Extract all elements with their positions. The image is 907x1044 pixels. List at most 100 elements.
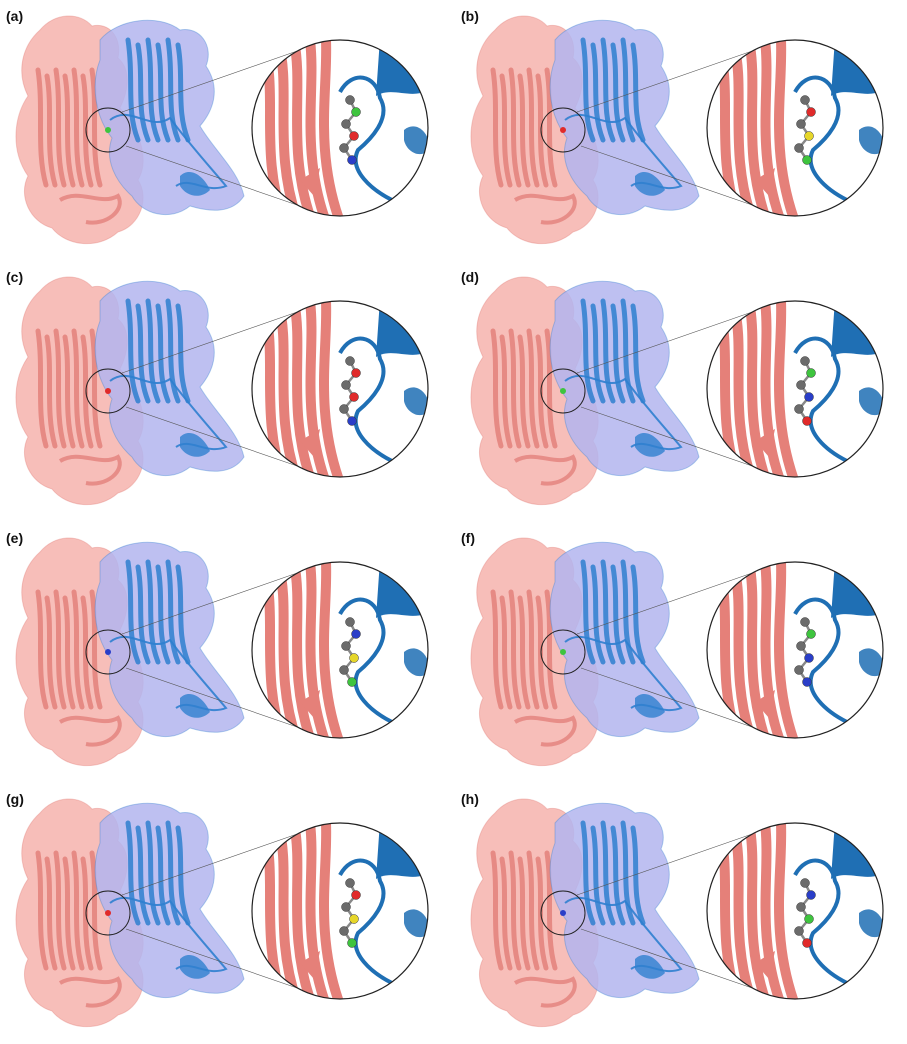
- ligand-atom: [351, 629, 361, 639]
- ligand-atom: [339, 665, 349, 675]
- selection-circle: [540, 368, 586, 414]
- zoom-connector-line: [576, 832, 756, 896]
- chain-b-surface: [549, 802, 700, 999]
- ligand-atom: [347, 416, 357, 426]
- zoom-connector-line: [125, 145, 301, 207]
- ligand-atom: [794, 665, 804, 675]
- ligand-atom: [345, 356, 355, 366]
- ligand-atom: [341, 380, 351, 390]
- protein-complex-panel: [15, 15, 429, 245]
- protein-complex-panel: [470, 798, 884, 1028]
- selection-circle: [540, 629, 586, 675]
- zoom-inset: [252, 562, 428, 738]
- panel-label: (d): [461, 269, 479, 285]
- ligand-atom: [796, 119, 806, 129]
- ligand-atom: [349, 914, 359, 924]
- ligand-atom: [341, 641, 351, 651]
- ligand-atom: [804, 131, 814, 141]
- protein-complex-panel: [470, 537, 884, 767]
- panel-label: (g): [6, 791, 24, 807]
- zoom-inset: [707, 562, 883, 738]
- ligand-atom: [794, 143, 804, 153]
- ligand-atom: [339, 404, 349, 414]
- chain-b-surface: [94, 19, 245, 216]
- ligand-atom: [804, 653, 814, 663]
- selection-circle: [85, 368, 131, 414]
- ligand-atom: [345, 878, 355, 888]
- ligand-atom: [339, 143, 349, 153]
- selection-circle: [85, 629, 131, 675]
- ligand-atom: [796, 902, 806, 912]
- ligand-atom: [800, 617, 810, 627]
- selection-circle: [540, 890, 586, 936]
- ligand-marker: [560, 127, 566, 133]
- ligand-atom: [800, 95, 810, 105]
- zoom-circle-outline: [706, 822, 884, 1000]
- zoom-connector-line: [576, 49, 756, 113]
- ligand-marker: [105, 649, 111, 655]
- ligand-atom: [802, 938, 812, 948]
- zoom-circle-outline: [706, 561, 884, 739]
- ligand-atom: [804, 392, 814, 402]
- chain-b-surface: [94, 280, 245, 477]
- chain-b-surface: [549, 541, 700, 738]
- ligand-atom: [800, 878, 810, 888]
- zoom-circle-outline: [706, 39, 884, 217]
- panel-label: (b): [461, 8, 479, 24]
- ligand-atom: [351, 890, 361, 900]
- protein-complex-panel: [15, 276, 429, 506]
- zoom-connector-line: [580, 145, 756, 207]
- ligand-atom: [800, 356, 810, 366]
- panel-label: (f): [461, 530, 475, 546]
- zoom-circle-outline: [251, 822, 429, 1000]
- ligand-atom: [341, 119, 351, 129]
- zoom-inset: [707, 40, 883, 216]
- ligand-atom: [804, 914, 814, 924]
- zoom-connector-line: [580, 406, 756, 468]
- chain-b-surface: [549, 280, 700, 477]
- ligand-atom: [802, 416, 812, 426]
- ligand-marker: [105, 388, 111, 394]
- selection-circle: [540, 107, 586, 153]
- zoom-inset: [252, 301, 428, 477]
- zoom-connector-line: [121, 571, 301, 635]
- zoom-connector-line: [576, 310, 756, 374]
- zoom-connector-line: [125, 667, 301, 729]
- chain-b-surface: [94, 541, 245, 738]
- chain-b-surface: [549, 19, 700, 216]
- ligand-atom: [796, 641, 806, 651]
- zoom-inset: [252, 40, 428, 216]
- ligand-atom: [345, 95, 355, 105]
- zoom-inset: [252, 823, 428, 999]
- panel-label: (a): [6, 8, 24, 24]
- ligand-atom: [345, 617, 355, 627]
- ligand-atom: [347, 155, 357, 165]
- protein-complex-panel: [470, 15, 884, 245]
- protein-complex-panel: [15, 798, 429, 1028]
- ligand-marker: [105, 127, 111, 133]
- ligand-atom: [351, 368, 361, 378]
- ligand-atom: [339, 926, 349, 936]
- ligand-atom: [806, 107, 816, 117]
- ligand-atom: [347, 938, 357, 948]
- zoom-connector-line: [121, 310, 301, 374]
- ligand-atom: [802, 677, 812, 687]
- ligand-marker: [560, 649, 566, 655]
- panel-label: (c): [6, 269, 24, 285]
- zoom-inset: [707, 823, 883, 999]
- zoom-connector-line: [125, 928, 301, 990]
- panel-label: (e): [6, 530, 24, 546]
- zoom-connector-line: [121, 49, 301, 113]
- zoom-connector-line: [121, 832, 301, 896]
- selection-circle: [85, 107, 131, 153]
- protein-complex-panel: [470, 276, 884, 506]
- zoom-connector-line: [580, 928, 756, 990]
- zoom-inset: [707, 301, 883, 477]
- ligand-atom: [806, 890, 816, 900]
- ligand-atom: [794, 404, 804, 414]
- panel-label: (h): [461, 791, 479, 807]
- zoom-connector-line: [580, 667, 756, 729]
- ligand-marker: [560, 910, 566, 916]
- zoom-circle-outline: [251, 561, 429, 739]
- zoom-connector-line: [576, 571, 756, 635]
